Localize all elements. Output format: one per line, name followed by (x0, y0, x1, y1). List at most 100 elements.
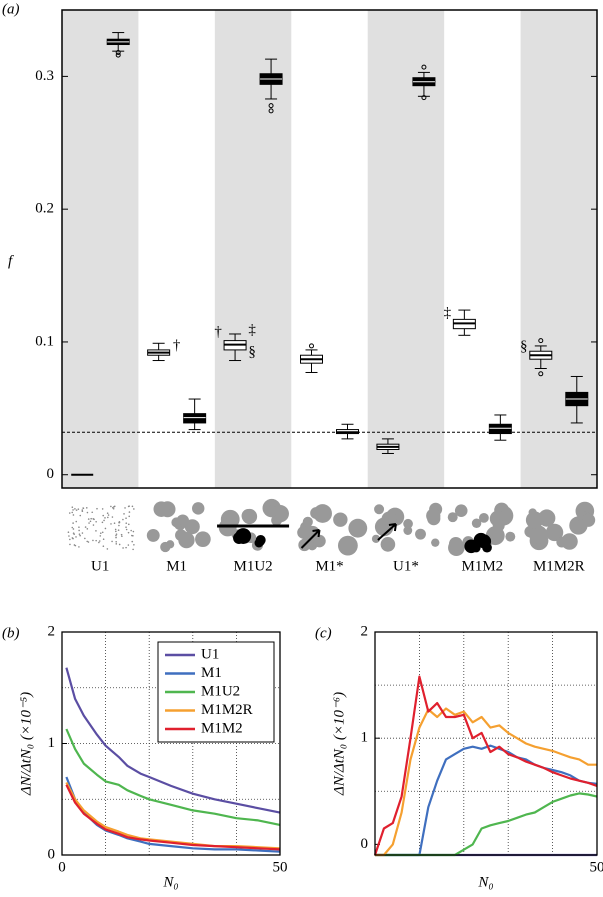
flier (115, 52, 121, 58)
band-shading (520, 10, 597, 488)
annotation: § (248, 344, 256, 360)
panel-label: (b) (2, 625, 20, 641)
thumbnail-arrow (300, 529, 321, 549)
thumbnail-dot (82, 507, 84, 509)
flier (268, 103, 274, 109)
thumbnail-dot (74, 544, 77, 547)
thumbnail-dot (107, 514, 110, 516)
y-tick-label: 2 (48, 623, 56, 639)
thumbnail-dot (110, 523, 112, 525)
thumbnail-dot (72, 514, 75, 516)
thumbnail-blob (235, 528, 252, 544)
thumbnail-dot (104, 517, 106, 519)
category-label: M1M2R (533, 558, 585, 574)
thumbnail-dot (115, 543, 118, 545)
thumbnail-dot (81, 510, 84, 513)
thumbnail-dot (133, 508, 135, 510)
thumbnail-dot (98, 540, 101, 542)
thumbnail-dot (84, 526, 87, 528)
thumbnail-dot (75, 509, 78, 511)
y-tick-label: 0.1 (35, 333, 54, 349)
thumbnail-blob (191, 502, 205, 515)
frame (374, 631, 598, 856)
thumbnail-dot (102, 545, 105, 548)
thumbnail-dot (75, 536, 77, 538)
thumbnail-dot (86, 528, 89, 530)
series-line (375, 707, 597, 857)
y-tick-label: 0 (47, 466, 55, 482)
legend-label: M1M2 (201, 720, 243, 736)
thumbnail-dot (125, 528, 128, 531)
category-label: M1 (166, 558, 187, 574)
thumbnail-dot (99, 535, 102, 537)
thumbnail-dot (132, 530, 135, 533)
thumbnail-dot (78, 526, 80, 528)
thumbnail-dot (133, 543, 135, 546)
thumbnail-dot (79, 534, 81, 537)
thumbnail-dot (127, 523, 130, 526)
thumbnail-dot (112, 506, 114, 509)
thumbnail-dot (131, 540, 134, 543)
thumbnail-blob (471, 518, 482, 529)
thumbnail-dot (120, 533, 123, 536)
thumbnail-dot (103, 519, 105, 522)
thumbnail-dot (81, 532, 84, 534)
thumbnail-arrow (377, 523, 397, 541)
thumbnail-dot (74, 508, 76, 510)
thumbnail-dot (96, 507, 98, 510)
y-axis-label: ΔN/ΔtN₀ (×10⁻⁵) (18, 692, 34, 796)
thumbnail-dot (121, 535, 123, 538)
thumbnail-dot (68, 535, 70, 537)
flier (421, 95, 427, 101)
series-line (65, 728, 281, 826)
thumbnail-dot (78, 529, 80, 532)
thumbnail-dot (101, 521, 104, 524)
thumbnail-dot (69, 543, 71, 546)
thumbnail-dot (115, 533, 118, 535)
thumbnail-dot (85, 507, 88, 509)
thumbnail-dot (90, 517, 92, 520)
thumbnail-blob (153, 501, 170, 517)
thumbnail-dot (87, 518, 90, 520)
thumbnail-dot (132, 548, 134, 551)
thumbnail-blob (195, 531, 211, 548)
flier (115, 49, 121, 55)
thumbnail-dot (125, 546, 127, 549)
thumbnail-blob (525, 511, 544, 529)
y-axis-label: ΔN/ΔtN₀ (×10⁻⁶) (331, 692, 347, 796)
thumbnail-dot (107, 516, 109, 519)
thumbnail-dot (111, 516, 114, 518)
thumbnail (447, 502, 516, 557)
thumbnail-blob (431, 538, 440, 547)
flier (268, 108, 274, 114)
thumbnail-blob (337, 535, 358, 556)
legend-label: M1 (201, 665, 222, 681)
thumbnail-blob (160, 541, 171, 553)
thumbnail-dot (71, 526, 74, 529)
panel-label: (a) (2, 1, 20, 17)
thumbnail-dot (127, 531, 130, 534)
thumbnail-blob (371, 534, 381, 543)
thumbnail-dot (118, 520, 121, 523)
thumbnail-dot (87, 541, 90, 543)
legend-label: M1M2R (201, 702, 253, 718)
thumbnail-dot (84, 537, 86, 540)
x-tick-label: 50 (590, 859, 603, 875)
y-tick-label: 0.3 (35, 68, 54, 84)
thumbnail-blob (178, 531, 195, 549)
thumbnail-blob (333, 512, 348, 527)
thumbnail-dot (89, 520, 92, 523)
y-tick-label: 0 (48, 846, 56, 862)
y-tick-label: 0 (361, 836, 369, 852)
thumbnail-dot (128, 505, 130, 507)
y-tick-label: 2 (361, 623, 369, 639)
thumbnail (67, 505, 135, 551)
thumbnail-dot (115, 530, 117, 533)
thumbnail-blob (447, 512, 458, 523)
flier (421, 64, 427, 70)
thumbnail-dot (113, 506, 115, 508)
frame (61, 9, 598, 489)
thumbnail-dot (75, 520, 78, 523)
thumbnail-dot (95, 530, 97, 532)
